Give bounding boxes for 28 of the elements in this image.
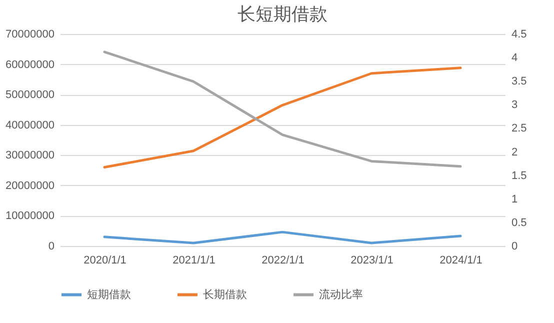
y-tick-label: 0: [48, 240, 54, 252]
legend-label: 长期借款: [203, 288, 247, 301]
y-tick-label: 50000000: [6, 89, 54, 102]
legend-label: 短期借款: [87, 288, 131, 301]
y-tick-label: 20000000: [6, 180, 54, 192]
y2-tick-label: 2: [512, 146, 518, 158]
y2-tick-label: 1.5: [512, 170, 527, 182]
x-tick-label: 2021/1/1: [172, 254, 216, 266]
y2-tick-label: 3: [512, 99, 518, 112]
y2-tick-label: 0.5: [512, 216, 527, 229]
x-tick-label: 2024/1/1: [440, 254, 482, 266]
chart-title: 长短期借款: [238, 4, 328, 24]
y-tick-label: 30000000: [6, 150, 54, 162]
y2-tick-label: 0: [512, 240, 518, 252]
x-tick-label: 2020/1/1: [84, 254, 126, 266]
x-tick-label: 2022/1/1: [262, 254, 304, 266]
y2-tick-label: 3.5: [512, 76, 527, 88]
y2-tick-label: 2.5: [512, 122, 527, 135]
line-series: [103, 230, 462, 244]
y2-tick-label: 1: [512, 193, 518, 206]
y2-tick-label: 4.5: [512, 28, 527, 40]
x-tick-label: 2023/1/1: [350, 254, 394, 266]
y-tick-label: 40000000: [6, 119, 54, 132]
y2-tick-label: 4: [512, 52, 518, 64]
y-tick-label: 60000000: [6, 58, 54, 71]
y-tick-label: 10000000: [6, 210, 54, 222]
legend-label: 流动比率: [319, 288, 363, 301]
y-tick-label: 70000000: [6, 28, 54, 40]
